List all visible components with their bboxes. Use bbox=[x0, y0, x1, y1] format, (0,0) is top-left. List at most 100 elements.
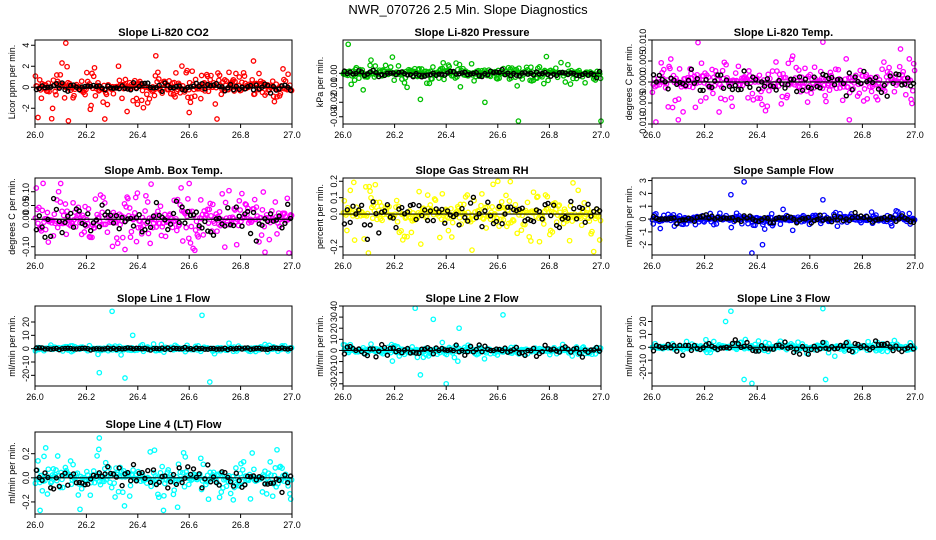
data-point bbox=[53, 91, 59, 98]
data-point bbox=[173, 70, 179, 76]
outlier-point bbox=[846, 116, 853, 123]
data-point bbox=[553, 219, 560, 225]
black-point bbox=[287, 215, 294, 222]
y-tick-label: 0 bbox=[638, 217, 648, 222]
x-tick-label: 26.4 bbox=[129, 520, 147, 530]
data-point bbox=[695, 39, 701, 46]
x-tick-label: 26.8 bbox=[854, 130, 872, 140]
data-point bbox=[110, 90, 117, 97]
black-point bbox=[65, 88, 71, 94]
data-point bbox=[54, 453, 61, 459]
black-point bbox=[794, 220, 800, 226]
black-point bbox=[419, 346, 425, 352]
data-point bbox=[494, 215, 501, 222]
black-point bbox=[227, 222, 234, 228]
black-point bbox=[430, 351, 436, 357]
black-point bbox=[465, 71, 471, 78]
data-point bbox=[498, 198, 505, 205]
data-point bbox=[71, 92, 77, 99]
data-point bbox=[53, 72, 60, 78]
data-point bbox=[374, 216, 380, 223]
y-axis-label: ml/min per min. bbox=[624, 315, 634, 377]
black-point bbox=[462, 352, 468, 358]
data-point bbox=[510, 218, 517, 224]
data-point bbox=[439, 339, 446, 346]
black-point bbox=[528, 217, 534, 224]
x-tick-label: 26.2 bbox=[696, 130, 714, 140]
data-point bbox=[457, 83, 464, 90]
y-tick-label: -10 bbox=[21, 355, 31, 368]
black-point bbox=[852, 74, 858, 80]
plot-frame bbox=[342, 177, 602, 256]
data-point bbox=[784, 92, 791, 99]
black-point bbox=[207, 229, 214, 235]
x-tick-label: 26.4 bbox=[129, 392, 147, 402]
data-point bbox=[139, 87, 146, 94]
data-point bbox=[745, 94, 751, 101]
x-tick-label: 27.0 bbox=[283, 261, 301, 271]
data-point bbox=[116, 473, 123, 480]
data-point bbox=[236, 197, 243, 204]
data-point bbox=[240, 458, 247, 465]
black-point bbox=[533, 353, 540, 359]
black-point bbox=[694, 75, 700, 82]
black-point bbox=[153, 199, 160, 206]
plot-frame bbox=[34, 39, 293, 125]
data-point bbox=[543, 53, 550, 60]
data-point bbox=[516, 65, 522, 72]
data-point bbox=[125, 195, 131, 202]
data-point bbox=[55, 188, 62, 195]
data-point bbox=[262, 249, 268, 256]
data-point bbox=[387, 64, 394, 70]
black-point bbox=[703, 212, 709, 218]
black-point bbox=[267, 211, 274, 217]
data-point bbox=[87, 492, 94, 499]
data-point bbox=[710, 90, 716, 97]
panel-title: Slope Line 2 Flow bbox=[426, 293, 519, 305]
black-point bbox=[233, 83, 240, 90]
black-point bbox=[253, 238, 259, 244]
outlier-point bbox=[206, 379, 213, 385]
outlier-point bbox=[122, 375, 128, 381]
data-point bbox=[62, 464, 69, 471]
black-point bbox=[467, 71, 474, 77]
black-point bbox=[105, 209, 111, 215]
data-point bbox=[118, 352, 124, 358]
black-point bbox=[568, 198, 574, 205]
black-point bbox=[753, 348, 759, 354]
black-point bbox=[159, 473, 165, 480]
black-point bbox=[285, 201, 291, 208]
data-point bbox=[826, 87, 833, 94]
black-point bbox=[62, 219, 68, 226]
black-point bbox=[96, 223, 103, 230]
black-point bbox=[427, 208, 434, 214]
black-point bbox=[384, 201, 391, 208]
black-point bbox=[196, 83, 202, 90]
y-tick-label: 0 bbox=[21, 85, 31, 90]
data-point bbox=[271, 98, 278, 105]
data-point bbox=[191, 93, 198, 100]
black-point bbox=[764, 76, 771, 82]
data-point bbox=[507, 178, 514, 185]
black-point bbox=[872, 217, 879, 223]
black-point bbox=[849, 348, 855, 355]
data-point bbox=[209, 201, 216, 208]
data-point bbox=[92, 196, 99, 202]
black-point bbox=[565, 215, 571, 221]
black-point bbox=[808, 85, 814, 91]
black-point bbox=[62, 470, 68, 476]
black-point bbox=[279, 225, 285, 231]
black-point bbox=[671, 215, 677, 221]
x-tick-label: 27.0 bbox=[906, 261, 924, 271]
data-point bbox=[130, 467, 136, 473]
black-point bbox=[665, 86, 671, 92]
black-point bbox=[341, 221, 348, 227]
data-point bbox=[90, 73, 97, 80]
outlier-point bbox=[122, 246, 128, 253]
data-point bbox=[807, 71, 814, 78]
points bbox=[340, 41, 604, 124]
black-point bbox=[407, 202, 414, 209]
data-point bbox=[42, 445, 49, 451]
data-point bbox=[441, 76, 447, 83]
